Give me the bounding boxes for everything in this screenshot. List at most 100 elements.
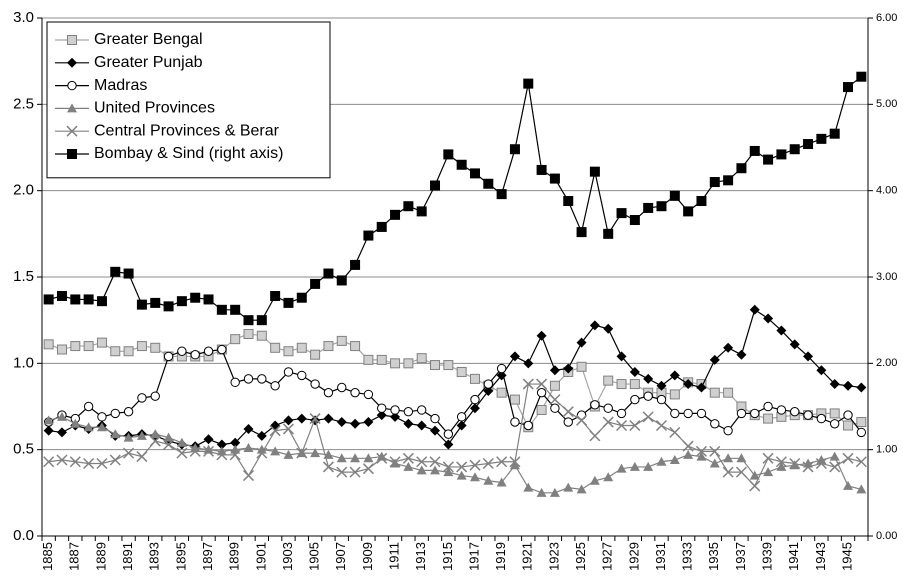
marker [283, 297, 294, 308]
series-line [48, 416, 862, 494]
marker [243, 374, 254, 384]
legend-label: Greater Bengal [94, 31, 203, 48]
x-tick-label: 1905 [307, 542, 322, 571]
marker [616, 463, 627, 473]
marker [523, 358, 534, 369]
marker [829, 408, 840, 419]
series-line [48, 383, 862, 487]
marker [789, 457, 801, 470]
marker [562, 406, 574, 418]
y2-tick-label: 5.00 [876, 98, 897, 110]
marker [523, 420, 533, 431]
marker [456, 461, 468, 473]
marker [696, 382, 707, 393]
marker [43, 456, 55, 468]
marker [802, 461, 814, 473]
x-tick-label: 1891 [120, 542, 135, 571]
marker [350, 341, 361, 352]
marker [590, 400, 600, 410]
marker [309, 413, 321, 425]
marker [789, 144, 800, 155]
marker [430, 425, 441, 436]
marker [163, 432, 174, 442]
marker [576, 484, 587, 494]
marker [43, 425, 54, 436]
marker [283, 449, 294, 459]
marker [376, 451, 387, 461]
marker [643, 202, 654, 213]
marker [230, 334, 241, 345]
legend-label: Bombay & Sind (right axis) [94, 145, 283, 162]
marker [363, 453, 374, 463]
marker [523, 482, 534, 492]
marker [723, 453, 734, 463]
marker [669, 370, 680, 381]
y-tick-label: 1.5 [13, 268, 34, 285]
marker [856, 427, 867, 438]
marker [536, 487, 547, 497]
marker [296, 413, 307, 424]
marker [323, 413, 334, 424]
marker [216, 449, 228, 461]
marker [269, 425, 281, 437]
marker [723, 425, 733, 436]
marker [283, 346, 294, 357]
marker [776, 461, 787, 471]
marker [310, 349, 321, 360]
marker [443, 439, 454, 450]
marker [67, 103, 77, 113]
marker [816, 133, 827, 144]
marker [296, 447, 308, 459]
marker [70, 294, 81, 305]
legend-label: Central Provinces & Berar [94, 122, 280, 139]
marker [297, 370, 307, 381]
marker [695, 445, 707, 457]
marker [616, 419, 628, 432]
marker [203, 346, 214, 356]
marker [322, 461, 334, 473]
marker [483, 475, 494, 485]
marker [256, 430, 267, 441]
marker [496, 456, 508, 468]
x-tick-label: 1919 [493, 542, 508, 571]
marker [363, 417, 374, 428]
marker [403, 358, 414, 369]
marker [776, 149, 787, 160]
marker [443, 360, 454, 371]
marker [563, 482, 574, 492]
marker [282, 423, 294, 435]
marker [643, 373, 654, 384]
marker [149, 435, 161, 447]
marker [136, 451, 148, 463]
marker [603, 323, 614, 334]
marker [696, 196, 707, 207]
x-tick-label: 1941 [786, 542, 801, 571]
marker [843, 420, 854, 431]
marker [110, 266, 121, 277]
y-tick-label: 2.5 [13, 95, 34, 112]
x-tick-label: 1909 [360, 542, 375, 571]
marker [376, 410, 387, 421]
marker [469, 472, 480, 482]
marker [603, 228, 614, 239]
marker [96, 296, 107, 307]
marker [403, 406, 414, 417]
marker [323, 341, 334, 352]
marker [563, 417, 573, 427]
marker [243, 315, 254, 326]
marker [602, 416, 614, 428]
x-tick-label: 1885 [40, 542, 55, 571]
marker [390, 209, 401, 220]
marker [469, 168, 480, 179]
marker [217, 344, 227, 355]
marker [843, 410, 853, 420]
marker [362, 463, 374, 475]
x-tick-label: 1915 [440, 542, 455, 571]
marker [483, 178, 494, 189]
marker [67, 57, 77, 68]
marker [775, 456, 787, 468]
marker [270, 342, 281, 353]
marker [576, 227, 587, 238]
marker [443, 429, 454, 439]
